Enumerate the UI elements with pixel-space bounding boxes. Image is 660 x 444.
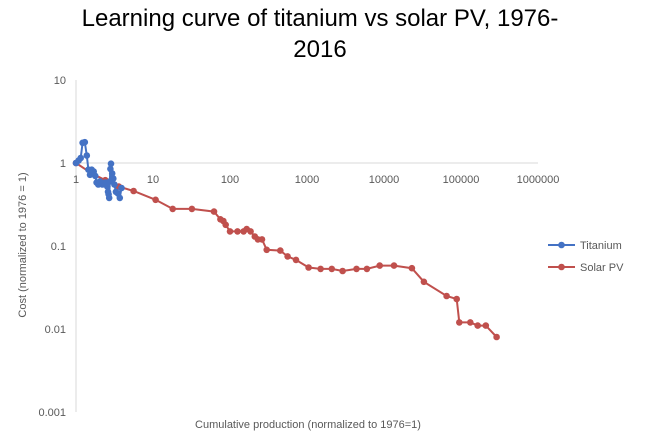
titanium-data-point [110,175,117,182]
solar-pv-data-point [277,247,284,254]
solar-pv-data-point [456,319,463,326]
titanium-data-point [81,138,89,146]
legend: Titanium Solar PV [548,240,624,274]
solar-pv-series-line [75,162,498,338]
y-tick-label: 10 [54,75,66,87]
titanium-data-point [111,181,118,188]
series-solar-pv [72,159,500,341]
titanium-data-point [92,172,99,180]
solar-pv-data-point [482,322,490,329]
y-tick-labels: 10 1 0.1 0.01 0.001 [38,75,66,419]
titanium-data-point [104,183,111,190]
x-tick-label: 100 [221,174,239,186]
solar-pv-data-point [317,265,324,273]
chart-title-line-2: 2016 [293,36,346,63]
solar-pv-data-point [292,256,300,264]
y-tick-label: 0.01 [45,324,66,336]
legend-marker-solar-pv [558,263,565,271]
legend-label-titanium: Titanium [580,240,622,252]
legend-item-solar-pv: Solar PV [548,262,624,274]
solar-pv-data-point [390,262,398,269]
solar-pv-data-point [363,265,371,273]
y-axis-title: Cost (normalized to 1976 = 1) [17,172,29,317]
solar-pv-data-point [453,295,461,303]
solar-pv-data-point [130,187,137,195]
x-tick-label: 1 [73,174,79,186]
solar-pv-data-point [408,264,416,272]
solar-pv-data-point [226,228,234,235]
solar-pv-data-point [284,253,291,260]
chart-title-line-1: Learning curve of titanium vs solar PV, … [82,5,559,32]
series-titanium [72,138,125,202]
solar-pv-data-point [328,265,336,273]
titanium-data-point [116,194,124,202]
solar-pv-data-point [443,292,450,300]
solar-pv-data-point [474,322,482,329]
solar-pv-data-point [376,262,384,269]
y-tick-label: 0.1 [51,241,66,253]
y-tick-label: 0.001 [38,407,66,419]
solar-pv-data-point [152,196,159,204]
solar-pv-data-point [234,228,241,235]
solar-pv-data-point [420,278,428,286]
titanium-data-point [108,170,116,177]
solar-pv-data-point [169,205,176,213]
titanium-data-point [107,160,115,167]
solar-pv-data-point [339,267,346,275]
x-tick-label: 10000 [369,174,400,186]
solar-pv-data-point [305,264,312,271]
solar-pv-data-point [258,236,266,243]
x-tick-labels: 1 10 100 1000 10000 100000 1000000 [73,174,559,186]
legend-item-titanium: Titanium [548,240,622,252]
titanium-data-point [83,152,91,159]
titanium-data-point [77,154,84,162]
series-layer [72,138,500,341]
titanium-data-point [118,184,125,192]
x-tick-label: 10 [147,174,159,186]
solar-pv-data-point [467,319,474,326]
solar-pv-data-point [188,205,196,213]
solar-pv-data-point [353,265,360,273]
x-tick-label: 100000 [443,174,480,186]
y-tick-label: 1 [60,158,66,170]
x-tick-label: 1000000 [517,174,560,186]
axes: 1 10 100 1000 10000 100000 1000000 10 1 0.1 0.01 0… [38,75,559,419]
x-axis-title: Cumulative production (normalized to 197… [195,419,421,431]
solar-pv-data-point [247,228,254,235]
legend-marker-titanium [558,241,565,249]
titanium-data-point [105,194,113,202]
x-tick-label: 1000 [295,174,319,186]
solar-pv-data-point [222,221,229,229]
solar-pv-data-point [493,333,500,341]
solar-pv-data-point [263,246,271,254]
legend-label-solar-pv: Solar PV [580,262,624,274]
solar-pv-data-point [210,208,218,215]
